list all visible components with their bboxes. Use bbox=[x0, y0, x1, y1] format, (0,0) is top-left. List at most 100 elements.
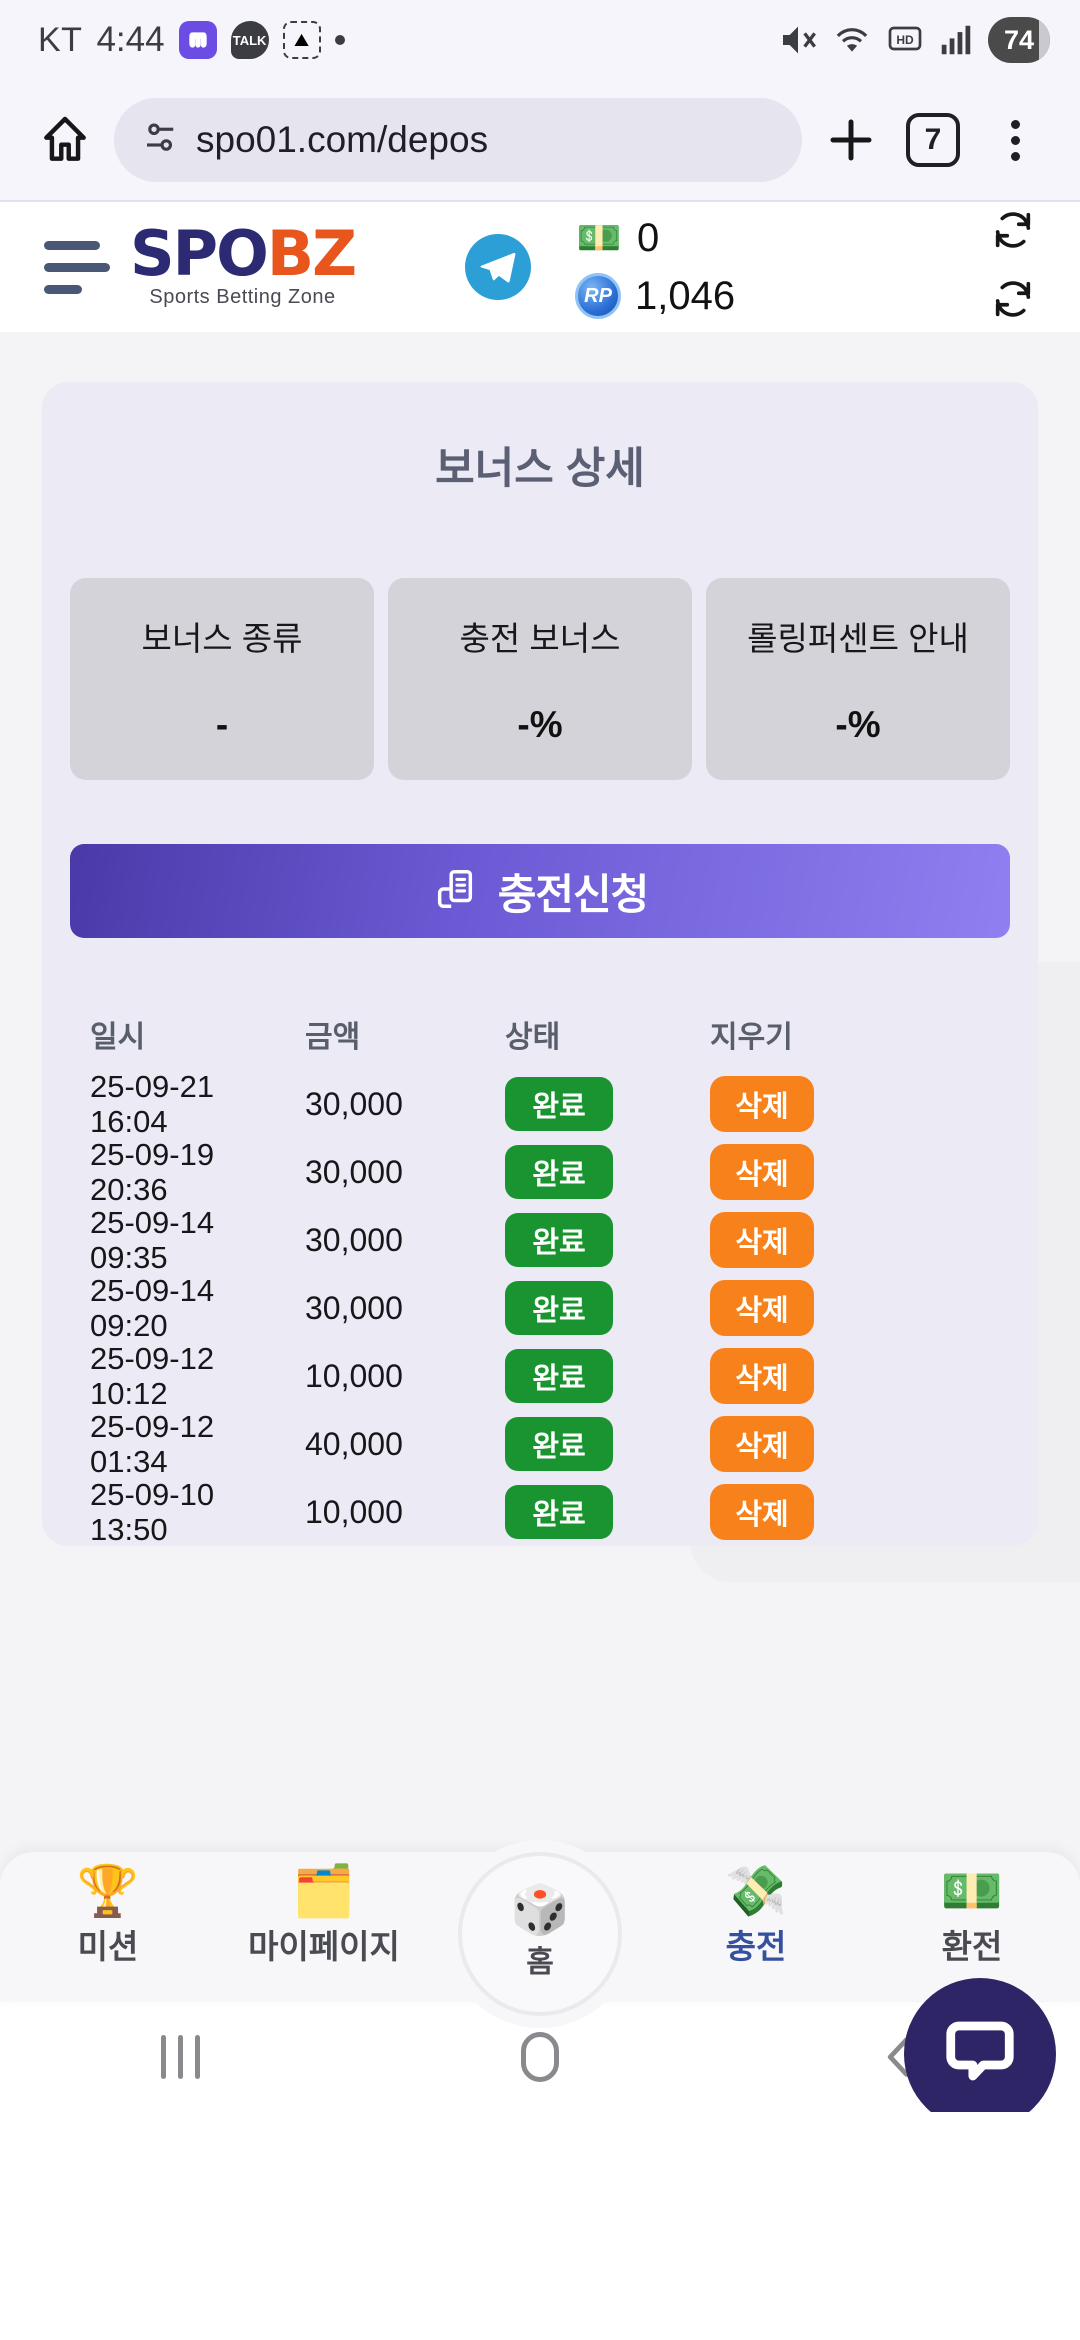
menu-icon[interactable] bbox=[30, 240, 116, 294]
table-row: 25-09-14 09:20 30,000 완료 삭제 bbox=[90, 1273, 996, 1344]
refresh-icon-cash[interactable] bbox=[990, 207, 1036, 258]
cell-status: 완료 bbox=[505, 1145, 710, 1199]
bonus-value: -% bbox=[517, 704, 563, 745]
status-bar-right: HD 74 bbox=[778, 17, 1050, 63]
nav-item-mission[interactable]: 🏆 미션 bbox=[0, 1852, 216, 1968]
kakaotalk-icon: TALK bbox=[230, 21, 269, 59]
status-badge: 완료 bbox=[505, 1077, 613, 1131]
bonus-card: 보너스 상세 보너스 종류 - 충전 보너스 -% 롤링퍼센트 안내 -% 충전… bbox=[42, 382, 1038, 1547]
toolbar-divider bbox=[0, 200, 1080, 202]
table-row: 25-09-10 13:50 10,000 완료 삭제 bbox=[90, 1476, 996, 1547]
table-row: 25-09-12 01:34 40,000 완료 삭제 bbox=[90, 1409, 996, 1480]
messenger-icon bbox=[178, 21, 217, 59]
bonus-label: 롤링퍼센트 안내 bbox=[747, 620, 969, 657]
cell-delete: 삭제 bbox=[710, 1348, 814, 1404]
bonus-cell-type: 보너스 종류 - bbox=[70, 578, 374, 780]
balance-row-points: RP 1,046 bbox=[575, 272, 735, 320]
home-pill-icon[interactable] bbox=[480, 2032, 600, 2082]
chat-bubble-icon bbox=[941, 2013, 1019, 2096]
logo-text-secondary: BZ bbox=[266, 217, 357, 291]
chat-support-button[interactable] bbox=[904, 1978, 1056, 2112]
cell-amount: 10,000 bbox=[305, 1357, 403, 1394]
status-badge: 완료 bbox=[505, 1213, 613, 1267]
telegram-button[interactable] bbox=[465, 234, 532, 300]
cell-date: 25-09-14 09:35 bbox=[90, 1205, 305, 1276]
delete-button[interactable]: 삭제 bbox=[710, 1076, 814, 1132]
row-time: 10:12 bbox=[90, 1376, 168, 1411]
table-row: 25-09-19 20:36 30,000 완료 삭제 bbox=[90, 1137, 996, 1208]
rp-coin-icon: RP bbox=[575, 273, 622, 319]
delete-button[interactable]: 삭제 bbox=[710, 1280, 814, 1336]
site-logo[interactable]: SPOBZ Sports Betting Zone bbox=[130, 223, 357, 309]
tab-count-label: 7 bbox=[906, 113, 960, 167]
android-status-bar: KT 4:44 TALK ⛰ HD 74 bbox=[0, 0, 1080, 80]
tab-counter[interactable]: 7 bbox=[894, 101, 972, 179]
row-date: 25-09-12 bbox=[90, 1408, 215, 1444]
cell-date: 25-09-21 16:04 bbox=[90, 1069, 305, 1140]
cell-status: 완료 bbox=[505, 1077, 710, 1131]
nav-item-mypage[interactable]: 🗂️ 마이페이지 bbox=[216, 1852, 432, 1968]
battery-indicator: 74 bbox=[988, 17, 1050, 63]
cell-date: 25-09-12 01:34 bbox=[90, 1409, 305, 1480]
more-vert-icon[interactable] bbox=[976, 101, 1054, 179]
delete-button[interactable]: 삭제 bbox=[710, 1144, 814, 1200]
cell-delete: 삭제 bbox=[710, 1212, 814, 1268]
money-down-icon: 💵 bbox=[940, 1863, 1004, 1919]
row-time: 16:04 bbox=[90, 1104, 168, 1139]
cell-status: 완료 bbox=[505, 1281, 710, 1335]
status-badge: 완료 bbox=[505, 1485, 613, 1539]
clock-label: 4:44 bbox=[96, 20, 165, 59]
home-icon[interactable] bbox=[26, 101, 104, 179]
cell-amount: 30,000 bbox=[305, 1085, 403, 1122]
scan-icon: ⛰ bbox=[282, 21, 321, 59]
battery-level: 74 bbox=[1003, 24, 1035, 55]
delete-button[interactable]: 삭제 bbox=[710, 1484, 814, 1540]
browser-toolbar: spo01.com/depos 7 bbox=[0, 80, 1080, 200]
cell-date: 25-09-14 09:20 bbox=[90, 1273, 305, 1344]
cell-status: 완료 bbox=[505, 1417, 710, 1471]
nav-label-mypage: 마이페이지 bbox=[248, 1928, 400, 1965]
plus-icon[interactable] bbox=[812, 101, 890, 179]
nav-item-deposit[interactable]: 💸 충전 bbox=[648, 1852, 864, 1968]
table-row: 25-09-12 10:12 10,000 완료 삭제 bbox=[90, 1341, 996, 1411]
delete-button[interactable]: 삭제 bbox=[710, 1348, 814, 1404]
cell-status: 완료 bbox=[505, 1349, 710, 1403]
delete-button[interactable]: 삭제 bbox=[710, 1212, 814, 1268]
cell-delete: 삭제 bbox=[710, 1076, 814, 1132]
recents-icon[interactable] bbox=[120, 2035, 240, 2079]
row-date: 25-09-21 bbox=[90, 1068, 215, 1104]
logo-wordmark: SPOBZ bbox=[130, 223, 357, 285]
deposit-button-label: 충전신청 bbox=[497, 870, 650, 918]
status-badge: 완료 bbox=[505, 1145, 613, 1199]
nav-item-withdraw[interactable]: 💵 환전 bbox=[864, 1852, 1080, 1968]
tune-icon[interactable] bbox=[140, 117, 182, 164]
cell-amount: 40,000 bbox=[305, 1425, 403, 1462]
cell-date: 25-09-19 20:36 bbox=[90, 1137, 305, 1208]
bonus-label: 보너스 종류 bbox=[141, 620, 303, 657]
refresh-group bbox=[990, 207, 1050, 327]
deposit-request-button[interactable]: 충전신청 bbox=[70, 844, 1010, 938]
refresh-icon-points[interactable] bbox=[990, 276, 1036, 327]
nav-label-deposit: 충전 bbox=[725, 1928, 787, 1965]
cell-amount: 30,000 bbox=[305, 1289, 403, 1326]
nav-item-home[interactable]: 🎲 홈 bbox=[458, 1852, 622, 2016]
table-body: 25-09-21 16:04 30,000 완료 삭제 25-09-19 20:… bbox=[90, 1069, 996, 1547]
row-time: 09:35 bbox=[90, 1240, 168, 1275]
money-up-icon: 💸 bbox=[724, 1863, 788, 1919]
row-date: 25-09-19 bbox=[90, 1136, 215, 1172]
row-date: 25-09-10 bbox=[90, 1476, 215, 1512]
page-content: 보너스 상세 보너스 종류 - 충전 보너스 -% 롤링퍼센트 안내 -% 충전… bbox=[0, 332, 1080, 2112]
url-bar[interactable]: spo01.com/depos bbox=[114, 98, 802, 182]
back-icon[interactable] bbox=[840, 2031, 960, 2083]
nav-label-mission: 미션 bbox=[77, 1928, 139, 1965]
bonus-cell-deposit: 충전 보너스 -% bbox=[388, 578, 692, 780]
android-navigation-bar bbox=[0, 2002, 1080, 2112]
trophy-icon: 🏆 bbox=[76, 1863, 140, 1919]
row-time: 20:36 bbox=[90, 1172, 168, 1207]
cell-amount: 10,000 bbox=[305, 1493, 403, 1530]
bonus-value: - bbox=[215, 704, 229, 745]
nav-label-withdraw: 환전 bbox=[941, 1928, 1003, 1965]
status-bar-left: KT 4:44 TALK ⛰ bbox=[38, 20, 345, 60]
status-badge: 완료 bbox=[505, 1349, 613, 1403]
delete-button[interactable]: 삭제 bbox=[710, 1416, 814, 1472]
